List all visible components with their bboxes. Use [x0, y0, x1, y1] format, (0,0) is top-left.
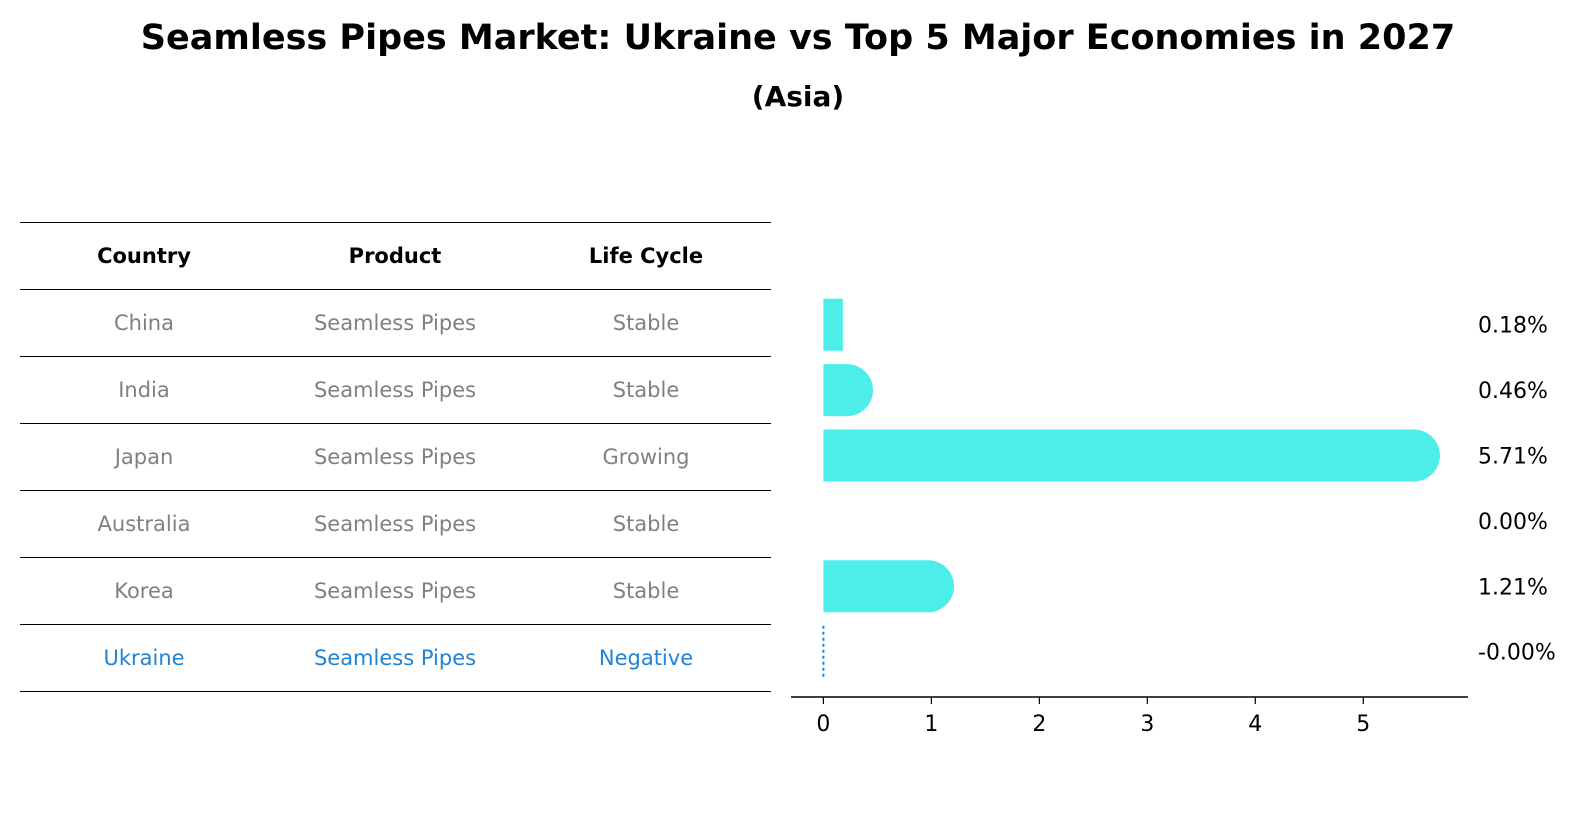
- cell-life-cycle: Stable: [612, 378, 680, 402]
- cell-product: Seamless Pipes: [313, 512, 477, 536]
- x-tick-label: 3: [1140, 712, 1154, 737]
- table-header-row: Country Product Life Cycle: [20, 222, 771, 289]
- cell-country: Japan: [114, 445, 174, 469]
- table-row: Australia Seamless Pipes Stable: [20, 490, 771, 557]
- table-row-highlight: Ukraine Seamless Pipes Negative: [20, 624, 771, 692]
- bar-china: [823, 298, 843, 351]
- x-tick-label: 4: [1248, 712, 1262, 737]
- table-row: Japan Seamless Pipes Growing: [20, 423, 771, 490]
- cell-product: Seamless Pipes: [313, 378, 477, 402]
- cell-country: India: [118, 378, 170, 402]
- value-label: 1.21%: [1478, 575, 1548, 600]
- data-table: Country Product Life Cycle China Seamles…: [20, 222, 771, 692]
- cell-product: Seamless Pipes: [313, 646, 477, 670]
- value-label: 0.46%: [1478, 379, 1548, 404]
- table-row: China Seamless Pipes Stable: [20, 289, 771, 356]
- chart-subtitle: (Asia): [751, 80, 845, 113]
- value-label: 0.00%: [1478, 510, 1548, 535]
- cell-product: Seamless Pipes: [313, 311, 477, 335]
- cell-life-cycle: Negative: [598, 646, 694, 670]
- cell-country: Korea: [114, 579, 174, 603]
- cell-country: Australia: [97, 512, 191, 536]
- cell-product: Seamless Pipes: [313, 579, 477, 603]
- x-tick-label: 0: [816, 712, 830, 737]
- value-label: -0.00%: [1478, 641, 1556, 666]
- x-tick-label: 1: [924, 712, 938, 737]
- cell-life-cycle: Stable: [612, 311, 680, 335]
- header-country: Country: [97, 244, 191, 268]
- chart-title: Seamless Pipes Market: Ukraine vs Top 5 …: [140, 18, 1456, 58]
- bar-india: [823, 364, 874, 417]
- cell-life-cycle: Stable: [612, 579, 680, 603]
- bar-japan: [823, 429, 1440, 482]
- header-life-cycle: Life Cycle: [588, 244, 704, 268]
- table-row: Korea Seamless Pipes Stable: [20, 557, 771, 624]
- bar-korea: [823, 560, 955, 613]
- cell-product: Seamless Pipes: [313, 445, 477, 469]
- cell-life-cycle: Growing: [602, 445, 690, 469]
- x-tick-label: 2: [1032, 712, 1046, 737]
- header-product: Product: [348, 244, 442, 268]
- cell-life-cycle: Stable: [612, 512, 680, 536]
- value-label: 0.18%: [1478, 314, 1548, 339]
- table-row: India Seamless Pipes Stable: [20, 356, 771, 423]
- x-tick-label: 5: [1356, 712, 1370, 737]
- cell-country: China: [114, 311, 174, 335]
- cell-country: Ukraine: [103, 646, 185, 670]
- value-label: 5.71%: [1478, 445, 1548, 470]
